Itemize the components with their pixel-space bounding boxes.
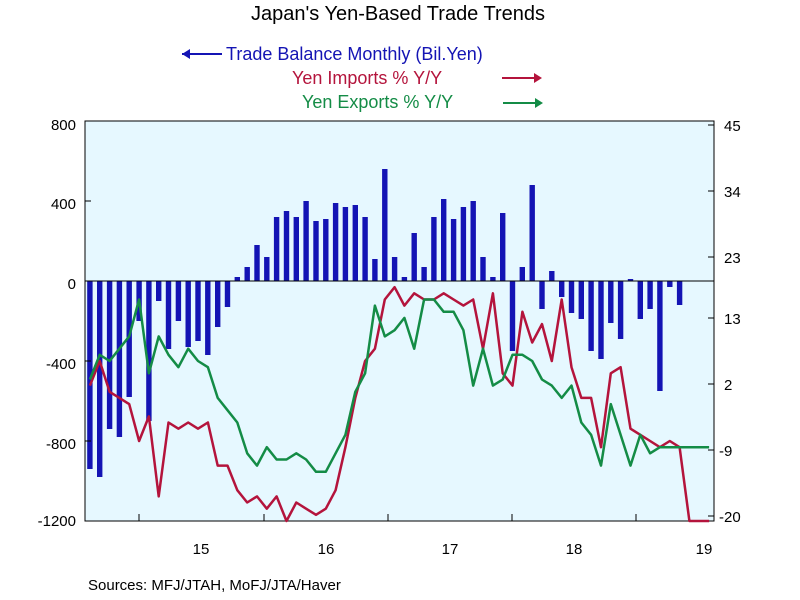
trade-balance-bar <box>382 169 388 281</box>
left-tick-label: -1200 <box>38 513 76 530</box>
trade-balance-bar <box>391 257 398 281</box>
legend-label-trade-balance: Trade Balance Monthly (Bil.Yen) <box>226 44 483 64</box>
trade-balance-bar <box>411 233 417 281</box>
trade-balance-bar <box>254 245 260 281</box>
trade-balance-bar <box>578 281 584 319</box>
right-tick-label: -20 <box>719 509 741 526</box>
trade-balance-bar <box>175 281 182 321</box>
trade-balance-bar <box>470 201 476 281</box>
trade-balance-bar <box>490 277 496 281</box>
trade-balance-bar <box>205 281 211 355</box>
trade-balance-bar <box>195 281 201 341</box>
left-tick-label: -400 <box>46 356 76 373</box>
right-tick-label: 23 <box>724 250 741 267</box>
left-tick-label: 800 <box>51 117 76 134</box>
trade-balance-bar <box>106 281 113 429</box>
trade-balance-bar <box>657 281 663 391</box>
trade-balance-bar <box>244 267 250 281</box>
x-tick-label: 19 <box>696 541 713 558</box>
trade-balance-bar <box>431 217 437 281</box>
trade-balance-bar <box>559 281 565 297</box>
trade-balance-bar <box>185 281 191 347</box>
trade-balance-bar <box>224 281 231 307</box>
trade-balance-bar <box>87 281 93 469</box>
trade-balance-bar <box>165 281 172 349</box>
exports-line <box>88 298 710 474</box>
trade-balance-bar <box>519 267 525 281</box>
legend-exports: Yen Exports % Y/Y <box>302 92 543 112</box>
trade-balance-bar <box>450 219 457 281</box>
trade-balance-bar <box>608 281 614 323</box>
legend-label-imports: Yen Imports % Y/Y <box>292 68 442 88</box>
trade-balance-bar <box>283 211 290 281</box>
legend-arrowhead-right-icon <box>535 98 543 108</box>
x-tick-label: 17 <box>442 541 459 558</box>
x-tick-label: 15 <box>193 541 210 558</box>
legend-arrowhead-right-icon <box>534 73 542 83</box>
trade-balance-bar <box>460 207 467 281</box>
trade-balance-bar <box>421 267 427 281</box>
trade-balance-bar <box>362 217 368 281</box>
trade-balance-bar <box>588 281 594 351</box>
trade-balance-bar <box>401 277 408 281</box>
imports-line <box>88 285 710 523</box>
trade-balance-bar <box>352 205 358 281</box>
trade-balance-bar <box>676 281 683 305</box>
chart-title: Japan's Yen-Based Trade Trends <box>251 3 545 25</box>
right-tick-label: 45 <box>724 118 741 135</box>
legend-arrowhead-left-icon <box>182 49 190 59</box>
trade-balance-bar <box>342 207 349 281</box>
right-axis: 45 34 23 13 2 -9 -20 <box>708 118 741 526</box>
trade-balance-bar <box>647 281 653 309</box>
trade-balance-bar <box>264 257 270 281</box>
trade-balance-bar <box>627 279 634 281</box>
legend-imports: Yen Imports % Y/Y <box>292 68 542 88</box>
trade-balance-bar <box>323 219 329 281</box>
trade-balance-bar <box>293 217 299 281</box>
trade-balance-bar <box>303 201 309 281</box>
trade-balance-bar <box>667 281 673 287</box>
trade-balance-bar <box>126 281 132 397</box>
trade-balance-bar <box>97 281 103 477</box>
trade-balance-bar <box>500 213 506 281</box>
left-tick-label: 400 <box>51 196 76 213</box>
trade-balance-bar <box>332 203 339 281</box>
trade-balance-bar <box>637 281 643 319</box>
trade-balance-bar <box>549 271 555 281</box>
left-tick-label: -800 <box>46 436 76 453</box>
line-series <box>88 285 710 523</box>
source-note: Sources: MFJ/JTAH, MoFJ/JTA/Haver <box>88 577 341 594</box>
trade-balance-bar <box>539 281 545 309</box>
x-tick-label: 18 <box>566 541 583 558</box>
trade-balance-bar <box>116 281 123 437</box>
trade-balance-bar <box>372 259 378 281</box>
x-axis: 15 16 17 18 19 <box>138 514 713 558</box>
trade-balance-bar <box>568 281 575 313</box>
trade-balance-bar <box>156 281 162 301</box>
right-tick-label: 34 <box>724 184 741 201</box>
trade-balance-bar <box>313 221 319 281</box>
left-axis: 800 400 0 -400 -800 -1200 <box>38 117 91 530</box>
trade-balance-bar <box>273 217 280 281</box>
trade-balance-bar <box>509 281 516 351</box>
x-tick-label: 16 <box>318 541 335 558</box>
trade-balance-bar <box>215 281 221 327</box>
right-tick-label: 2 <box>724 377 732 394</box>
bar-series-trade-balance <box>87 169 683 477</box>
legend-label-exports: Yen Exports % Y/Y <box>302 92 453 112</box>
trade-balance-bar <box>617 281 624 339</box>
right-tick-label: 13 <box>724 311 741 328</box>
left-tick-label: 0 <box>68 276 76 293</box>
trade-balance-bar <box>598 281 604 359</box>
legend-trade-balance: Trade Balance Monthly (Bil.Yen) <box>182 44 483 64</box>
trade-balance-bar <box>529 185 535 281</box>
trade-balance-bar <box>441 199 447 281</box>
trade-balance-bar <box>234 277 240 281</box>
trade-balance-bar <box>146 281 152 421</box>
right-tick-label: -9 <box>719 443 732 460</box>
trade-balance-bar <box>480 257 486 281</box>
